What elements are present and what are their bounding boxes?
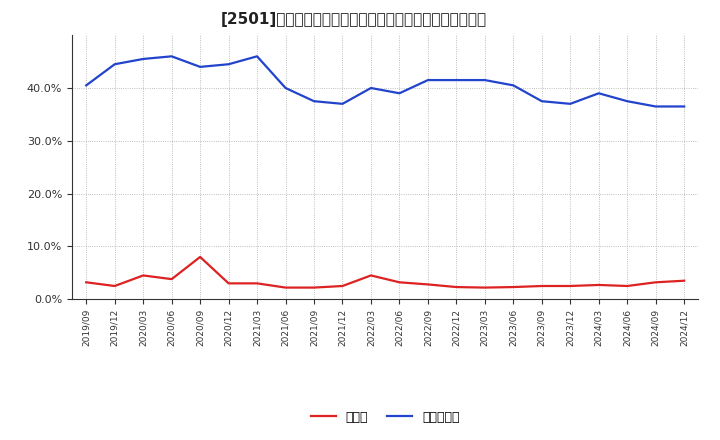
- 有利子負債: [110, 62, 119, 67]
- 現頲金: [310, 285, 318, 290]
- 有利子負債: [253, 54, 261, 59]
- 有利子負債: [566, 101, 575, 106]
- 有利子負債: [366, 85, 375, 91]
- 有利子負債: [225, 62, 233, 67]
- 有利子負債: [680, 104, 688, 109]
- 現頲金: [196, 254, 204, 260]
- Line: 有利子負債: 有利子負債: [86, 56, 684, 106]
- 現頲金: [82, 280, 91, 285]
- 現頲金: [139, 273, 148, 278]
- 有利子負債: [423, 77, 432, 83]
- 有利子負債: [139, 56, 148, 62]
- 有利子負債: [282, 85, 290, 91]
- 現頲金: [595, 282, 603, 288]
- 現頲金: [253, 281, 261, 286]
- 現頲金: [366, 273, 375, 278]
- 有利子負債: [623, 99, 631, 104]
- 有利子負債: [310, 99, 318, 104]
- 現頲金: [680, 278, 688, 283]
- 有利子負債: [196, 64, 204, 70]
- 有利子負債: [509, 83, 518, 88]
- 現頲金: [652, 280, 660, 285]
- 現頲金: [110, 283, 119, 289]
- 現頲金: [509, 284, 518, 290]
- 有利子負債: [537, 99, 546, 104]
- 現頲金: [395, 280, 404, 285]
- 有利子負債: [480, 77, 489, 83]
- 現頲金: [480, 285, 489, 290]
- 現頲金: [338, 283, 347, 289]
- 有利子負債: [82, 83, 91, 88]
- Legend: 現頲金, 有利子負債: 現頲金, 有利子負債: [306, 406, 464, 429]
- 有利子負債: [452, 77, 461, 83]
- 現頲金: [452, 284, 461, 290]
- 有利子負債: [167, 54, 176, 59]
- 現頲金: [167, 276, 176, 282]
- 有利子負債: [595, 91, 603, 96]
- 現頲金: [423, 282, 432, 287]
- Line: 現頲金: 現頲金: [86, 257, 684, 288]
- 有利子負債: [395, 91, 404, 96]
- 有利子負債: [652, 104, 660, 109]
- 有利子負債: [338, 101, 347, 106]
- 現頲金: [623, 283, 631, 289]
- 現頲金: [225, 281, 233, 286]
- 現頲金: [282, 285, 290, 290]
- 現頲金: [566, 283, 575, 289]
- 現頲金: [537, 283, 546, 289]
- Title: [2501]　現頲金、有利子負債の総資産に対する比率の推移: [2501] 現頲金、有利子負債の総資産に対する比率の推移: [221, 12, 487, 27]
